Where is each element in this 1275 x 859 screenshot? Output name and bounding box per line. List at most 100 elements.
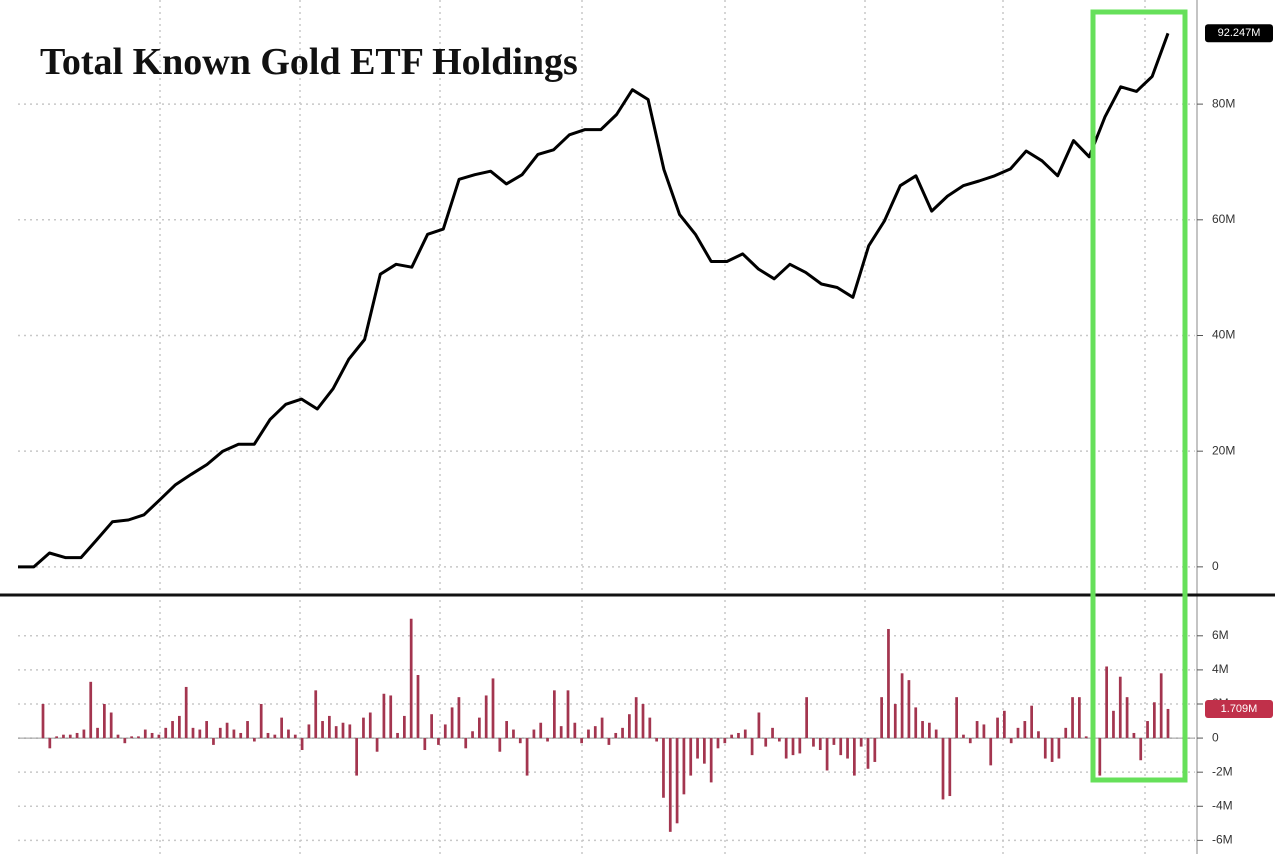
y-tick-label: -6M (1212, 833, 1233, 847)
value-label-box (1205, 699, 1273, 718)
bar (750, 738, 754, 756)
bar (1037, 731, 1040, 739)
bar (48, 738, 52, 749)
bar (628, 714, 631, 739)
bar (307, 724, 311, 739)
bar (941, 738, 945, 800)
y-tick-label: -4M (1212, 798, 1233, 812)
bar (368, 712, 372, 739)
bar (784, 738, 788, 759)
bar (328, 715, 331, 739)
bar (716, 738, 720, 749)
bar (662, 738, 665, 798)
bar (655, 738, 658, 742)
bar (232, 729, 236, 739)
bar (1078, 697, 1081, 739)
bar (914, 707, 918, 739)
bar (62, 734, 65, 739)
bar (1050, 738, 1054, 762)
bar (553, 690, 556, 739)
bar (109, 712, 113, 739)
bar (525, 738, 529, 776)
bar (607, 738, 611, 745)
bar (778, 738, 781, 742)
bar (68, 734, 72, 739)
bar (1016, 727, 1020, 739)
bar (375, 738, 379, 752)
bar (989, 738, 993, 766)
bar (416, 675, 420, 739)
bar (443, 724, 447, 739)
bar (130, 736, 133, 739)
bar (675, 738, 679, 824)
bar (218, 727, 222, 739)
bar (791, 738, 795, 756)
bar (853, 738, 856, 776)
bar (682, 738, 686, 795)
value-label: 92.247M (1218, 27, 1261, 39)
bar (614, 732, 618, 739)
bar (198, 729, 202, 739)
bar (962, 734, 965, 739)
bar (709, 738, 713, 783)
bar (737, 732, 740, 739)
bar (730, 734, 733, 739)
bar (123, 738, 127, 744)
bar (389, 695, 393, 739)
y-tick-label: 0 (1212, 559, 1219, 573)
bar (587, 729, 590, 739)
bar (1159, 673, 1163, 739)
bar (266, 732, 270, 739)
bar (764, 738, 768, 747)
bar (150, 732, 154, 739)
bar (471, 731, 474, 739)
bar (832, 738, 836, 745)
bar (212, 738, 215, 745)
bar (1071, 697, 1074, 739)
bar (1146, 721, 1149, 739)
bar (771, 727, 774, 739)
bar (1023, 721, 1027, 739)
bar (887, 628, 890, 739)
bar (593, 726, 597, 739)
bar (825, 738, 829, 771)
bar (75, 732, 79, 739)
bar (505, 721, 508, 739)
bar (184, 686, 188, 739)
bar (293, 734, 297, 739)
bar (928, 722, 931, 739)
highlight-box (1090, 9, 1188, 783)
bar (246, 721, 249, 739)
bar (996, 717, 999, 739)
bar (743, 729, 747, 739)
bar (880, 697, 883, 739)
bar (409, 618, 413, 739)
bar (1009, 738, 1013, 744)
bar (968, 738, 972, 744)
bar (464, 738, 468, 749)
bar (205, 721, 208, 739)
bar (96, 727, 99, 739)
bar (846, 738, 849, 759)
bar (539, 722, 543, 739)
bar (641, 703, 645, 739)
bar (1057, 738, 1061, 759)
bar (900, 673, 904, 739)
line-series (18, 32, 1170, 569)
y-tick-label: 0 (1212, 730, 1219, 744)
bar (116, 734, 120, 739)
bar (839, 738, 843, 756)
bar (546, 738, 549, 742)
bar (805, 697, 808, 739)
bar (239, 732, 243, 739)
bar (893, 703, 897, 739)
bar (423, 738, 427, 751)
bar (982, 724, 986, 739)
bar (1125, 697, 1129, 739)
bar (634, 697, 638, 739)
bar (157, 734, 161, 739)
value-label-box (1205, 24, 1273, 43)
bar (321, 721, 324, 739)
bar (382, 693, 386, 739)
